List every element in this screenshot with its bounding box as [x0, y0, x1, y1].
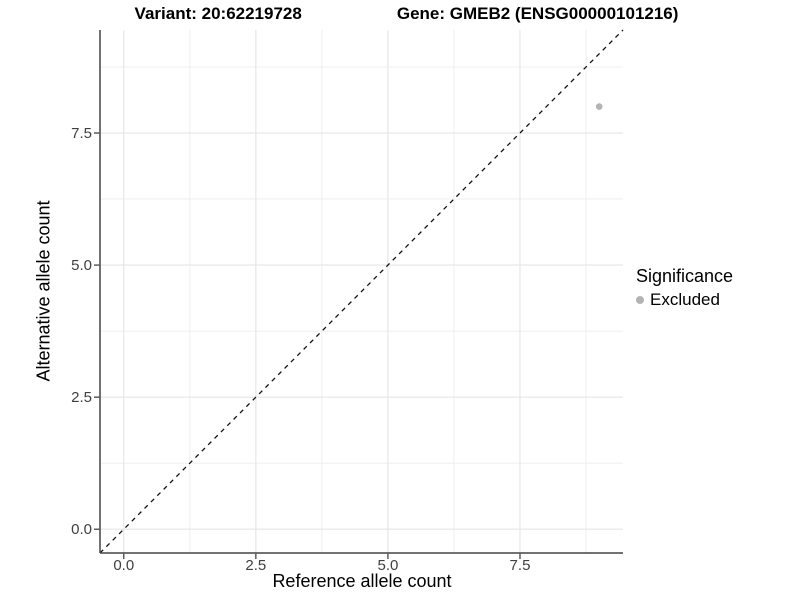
y-tick-label: 7.5 — [71, 124, 92, 142]
x-axis-title: Reference allele count — [272, 571, 452, 591]
x-tick-label: 5.0 — [377, 557, 399, 574]
y-tick-label: 0.0 — [71, 520, 92, 538]
x-tick-label: 2.5 — [245, 557, 267, 574]
x-tick-label: 0.0 — [113, 557, 135, 574]
legend: Significance Excluded — [636, 266, 733, 310]
y-axis-title: Alternative allele count — [33, 200, 54, 382]
plot-title-gene: Gene: GMEB2 (ENSG00000101216) — [396, 4, 679, 23]
legend-item-label: Excluded — [650, 290, 720, 309]
legend-item-excluded: Excluded — [636, 290, 733, 310]
x-tick-label: 7.5 — [509, 557, 531, 574]
plot-title-row: Variant: 20:62219728 Gene: GMEB2 (ENSG00… — [100, 4, 713, 24]
plot-title-variant: Variant: 20:62219728 — [134, 4, 302, 23]
y-tick-label: 2.5 — [71, 388, 92, 406]
identity-dashed-line — [99, 29, 624, 554]
legend-point-marker-icon — [636, 296, 644, 304]
legend-title: Significance — [636, 266, 734, 286]
y-tick-label: 5.0 — [71, 256, 92, 274]
data-point — [595, 103, 603, 110]
